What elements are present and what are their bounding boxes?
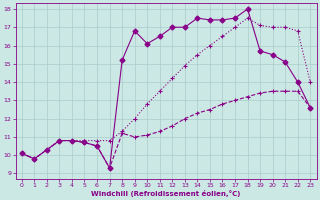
X-axis label: Windchill (Refroidissement éolien,°C): Windchill (Refroidissement éolien,°C) bbox=[91, 190, 241, 197]
